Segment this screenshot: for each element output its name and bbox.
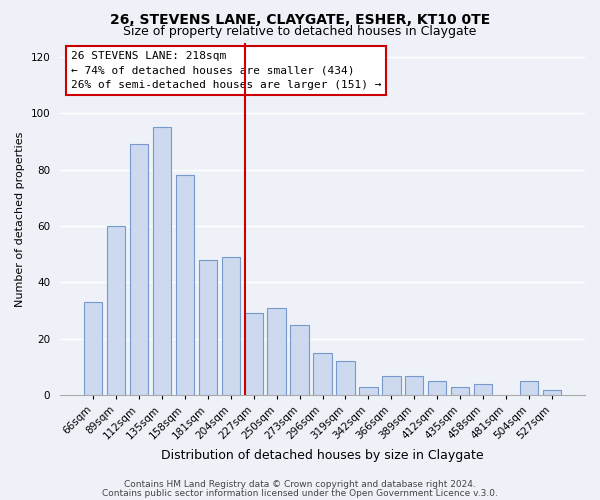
Bar	[153, 127, 171, 396]
Bar	[428, 381, 446, 396]
Bar	[84, 302, 102, 396]
Y-axis label: Number of detached properties: Number of detached properties	[15, 131, 25, 306]
Bar	[359, 387, 377, 396]
Bar	[245, 314, 263, 396]
Text: Contains HM Land Registry data © Crown copyright and database right 2024.: Contains HM Land Registry data © Crown c…	[124, 480, 476, 489]
Bar	[176, 175, 194, 396]
Text: 26 STEVENS LANE: 218sqm
← 74% of detached houses are smaller (434)
26% of semi-d: 26 STEVENS LANE: 218sqm ← 74% of detache…	[71, 52, 381, 90]
Bar	[336, 362, 355, 396]
Bar	[405, 376, 424, 396]
Bar	[543, 390, 561, 396]
Bar	[199, 260, 217, 396]
X-axis label: Distribution of detached houses by size in Claygate: Distribution of detached houses by size …	[161, 450, 484, 462]
Bar	[451, 387, 469, 396]
Bar	[268, 308, 286, 396]
Text: Contains public sector information licensed under the Open Government Licence v.: Contains public sector information licen…	[102, 488, 498, 498]
Bar	[382, 376, 401, 396]
Bar	[520, 381, 538, 396]
Bar	[107, 226, 125, 396]
Bar	[313, 353, 332, 396]
Bar	[474, 384, 493, 396]
Bar	[130, 144, 148, 396]
Text: 26, STEVENS LANE, CLAYGATE, ESHER, KT10 0TE: 26, STEVENS LANE, CLAYGATE, ESHER, KT10 …	[110, 12, 490, 26]
Bar	[221, 257, 240, 396]
Bar	[290, 324, 309, 396]
Text: Size of property relative to detached houses in Claygate: Size of property relative to detached ho…	[124, 25, 476, 38]
